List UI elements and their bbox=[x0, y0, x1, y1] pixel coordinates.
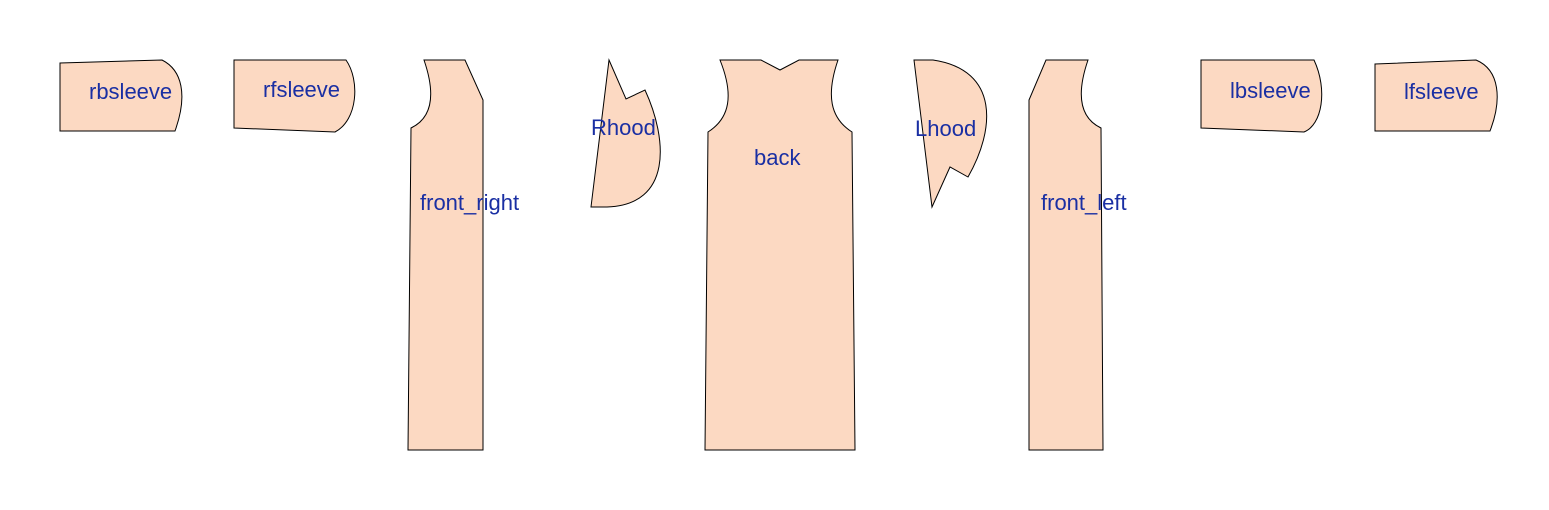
pattern-piece-back: back bbox=[704, 59, 856, 451]
lbsleeve-label: lbsleeve bbox=[1230, 78, 1311, 103]
pattern-piece-front-right: front_right bbox=[407, 59, 519, 451]
lhood-label: Lhood bbox=[915, 116, 976, 141]
lhood-shape bbox=[913, 59, 988, 209]
pattern-piece-rfsleeve: rfsleeve bbox=[233, 59, 356, 133]
lbsleeve-shape bbox=[1200, 59, 1323, 133]
lfsleeve-shape bbox=[1374, 59, 1498, 132]
pattern-piece-front-left: front_left bbox=[1028, 59, 1127, 451]
rbsleeve-shape bbox=[59, 59, 183, 132]
front-left-shape bbox=[1028, 59, 1104, 451]
back-shape bbox=[704, 59, 856, 451]
rbsleeve-label: rbsleeve bbox=[89, 79, 172, 104]
pattern-piece-rbsleeve: rbsleeve bbox=[59, 59, 183, 132]
back-label: back bbox=[754, 145, 801, 170]
rhood-shape bbox=[590, 58, 661, 208]
rhood-label: Rhood bbox=[591, 115, 656, 140]
pattern-piece-lhood: Lhood bbox=[913, 59, 988, 209]
pattern-piece-lbsleeve: lbsleeve bbox=[1200, 59, 1323, 133]
front-left-label: front_left bbox=[1041, 190, 1127, 215]
pattern-piece-rhood: Rhood bbox=[590, 58, 661, 208]
pattern-piece-lfsleeve: lfsleeve bbox=[1374, 59, 1498, 132]
rfsleeve-label: rfsleeve bbox=[263, 77, 340, 102]
lfsleeve-label: lfsleeve bbox=[1404, 79, 1479, 104]
front-right-label: front_right bbox=[420, 190, 519, 215]
rfsleeve-shape bbox=[233, 59, 356, 133]
front-right-shape bbox=[407, 59, 484, 451]
